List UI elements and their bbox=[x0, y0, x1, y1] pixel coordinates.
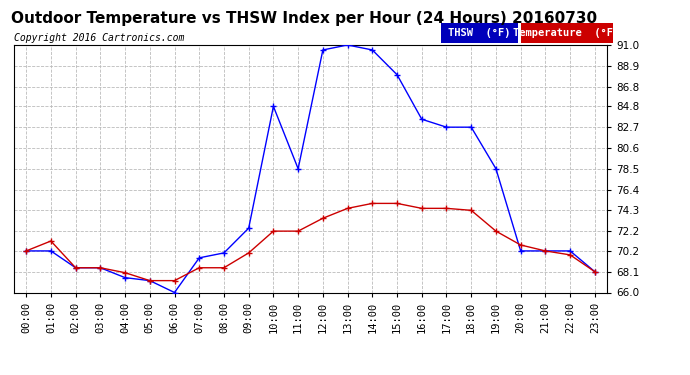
Text: Copyright 2016 Cartronics.com: Copyright 2016 Cartronics.com bbox=[14, 33, 184, 42]
Text: Outdoor Temperature vs THSW Index per Hour (24 Hours) 20160730: Outdoor Temperature vs THSW Index per Ho… bbox=[10, 11, 597, 26]
Text: Temperature  (°F): Temperature (°F) bbox=[513, 28, 619, 38]
FancyBboxPatch shape bbox=[441, 23, 518, 42]
FancyBboxPatch shape bbox=[521, 23, 613, 42]
Text: THSW  (°F): THSW (°F) bbox=[448, 28, 511, 38]
